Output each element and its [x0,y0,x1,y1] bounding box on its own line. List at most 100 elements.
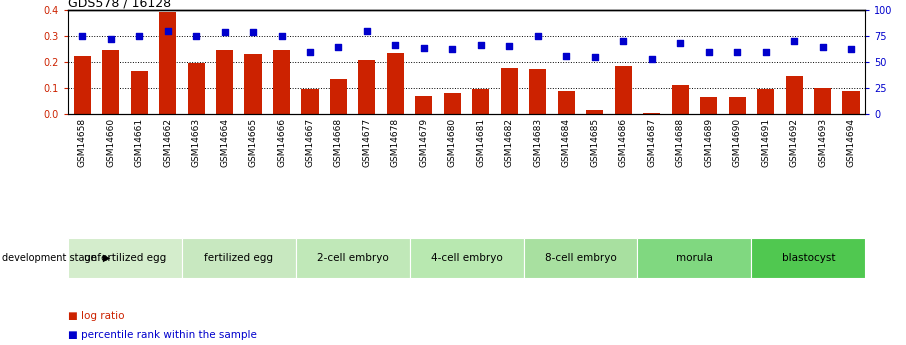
Text: fertilized egg: fertilized egg [204,253,274,263]
Point [587,54,602,60]
Bar [159,12,176,114]
Bar [330,79,347,114]
Point [502,43,516,48]
Bar [73,56,91,114]
Point [815,44,830,49]
Point [275,33,289,39]
Bar [182,238,295,278]
Bar [558,91,574,114]
Text: GSM14667: GSM14667 [305,118,314,167]
Bar [614,66,631,114]
Bar [102,50,120,114]
Text: 4-cell embryo: 4-cell embryo [430,253,503,263]
Text: ■ log ratio: ■ log ratio [68,311,124,321]
Text: GSM14662: GSM14662 [163,118,172,167]
Text: GSM14660: GSM14660 [106,118,115,167]
Bar [671,86,689,114]
Bar [638,238,751,278]
Text: GSM14691: GSM14691 [761,118,770,167]
Bar [245,54,262,114]
Text: GSM14664: GSM14664 [220,118,229,167]
Bar [444,93,461,114]
Point [673,41,688,46]
Text: GSM14665: GSM14665 [248,118,257,167]
Text: GSM14685: GSM14685 [590,118,599,167]
Text: GSM14686: GSM14686 [619,118,628,167]
Text: GSM14689: GSM14689 [704,118,713,167]
Text: GSM14677: GSM14677 [362,118,371,167]
Text: GSM14683: GSM14683 [534,118,543,167]
Bar [786,76,803,114]
Bar [130,71,148,114]
Text: GSM14680: GSM14680 [448,118,457,167]
Text: development stage  ▶: development stage ▶ [2,253,111,263]
Text: GSM14681: GSM14681 [477,118,486,167]
Point [388,42,402,47]
Point [188,33,203,39]
Text: GDS578 / 16128: GDS578 / 16128 [68,0,171,9]
Bar [524,238,638,278]
Bar [295,238,410,278]
Text: GSM14688: GSM14688 [676,118,685,167]
Bar [843,91,860,114]
Point [445,46,459,51]
Point [701,49,716,55]
Text: 8-cell embryo: 8-cell embryo [545,253,616,263]
Point [132,33,147,39]
Bar [359,60,375,114]
Text: GSM14663: GSM14663 [191,118,200,167]
Point [559,53,573,59]
Bar [751,238,865,278]
Text: unfertilized egg: unfertilized egg [83,253,166,263]
Bar [586,110,603,114]
Text: GSM14658: GSM14658 [78,118,87,167]
Point [417,45,431,50]
Point [474,42,488,47]
Point [730,49,745,55]
Text: GSM14692: GSM14692 [789,118,798,167]
Text: GSM14666: GSM14666 [277,118,286,167]
Bar [387,53,404,114]
Point [217,29,232,35]
Bar [188,63,205,114]
Text: blastocyst: blastocyst [782,253,835,263]
Point [360,28,374,34]
Text: GSM14679: GSM14679 [419,118,429,167]
Text: ■ percentile rank within the sample: ■ percentile rank within the sample [68,330,256,339]
Text: GSM14687: GSM14687 [647,118,656,167]
Text: 2-cell embryo: 2-cell embryo [317,253,389,263]
Bar [501,68,518,114]
Point [531,33,545,39]
Point [786,39,801,44]
Point [332,44,346,49]
Point [843,46,858,51]
Point [246,29,260,35]
Point [616,39,631,44]
Point [103,37,118,42]
Text: GSM14693: GSM14693 [818,118,827,167]
Bar [814,88,831,114]
Bar [410,238,524,278]
Bar [728,97,746,114]
Point [303,49,317,55]
Bar [643,112,660,114]
Text: GSM14684: GSM14684 [562,118,571,167]
Point [75,33,90,39]
Bar [415,96,432,114]
Text: GSM14690: GSM14690 [733,118,742,167]
Point [160,28,175,34]
Bar [302,89,319,114]
Bar [529,69,546,114]
Text: morula: morula [676,253,713,263]
Bar [68,238,182,278]
Text: GSM14661: GSM14661 [135,118,144,167]
Text: GSM14678: GSM14678 [390,118,400,167]
Text: GSM14668: GSM14668 [334,118,343,167]
Bar [216,50,233,114]
Text: GSM14682: GSM14682 [505,118,514,167]
Point [644,56,659,62]
Bar [273,50,290,114]
Bar [472,89,489,114]
Text: GSM14694: GSM14694 [846,118,855,167]
Bar [757,89,774,114]
